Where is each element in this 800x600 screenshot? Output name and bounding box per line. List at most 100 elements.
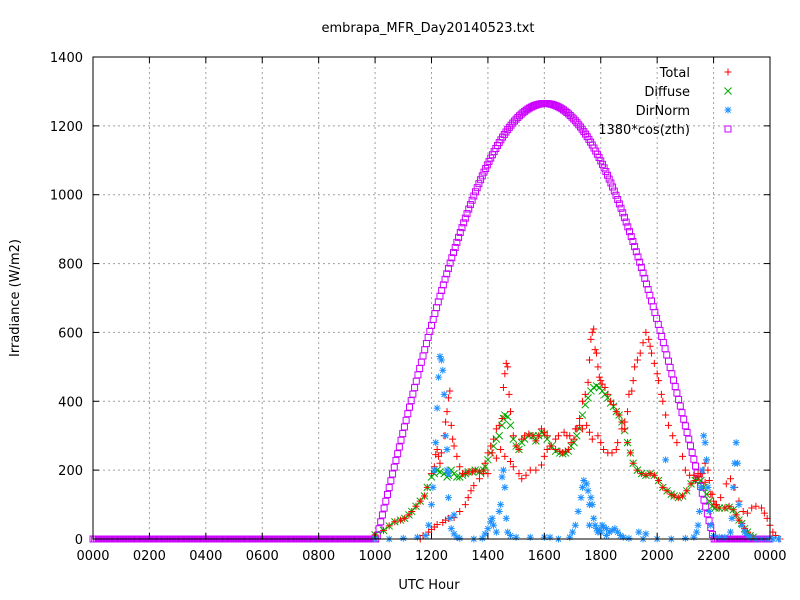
data-point [451,511,458,518]
data-point [501,484,508,491]
y-tick-label: 1000 [50,189,83,204]
y-tick-label: 800 [58,258,83,273]
x-tick-label: 1000 [359,549,392,564]
x-tick-label: 1600 [528,549,561,564]
x-tick-label: 0400 [189,549,222,564]
x-tick-label: 1800 [584,549,617,564]
data-point [456,535,463,542]
data-point [603,532,610,539]
data-point [702,439,709,446]
data-point [695,522,702,529]
data-point [697,484,704,491]
data-point [414,534,421,541]
data-point [546,534,553,541]
data-point [578,494,585,501]
x-tick-label: 0600 [246,549,279,564]
data-point [484,525,491,532]
chart: embrapa_MFR_Day20140523.txt 0000 0200 0400… [0,0,800,600]
data-point [493,529,500,536]
data-point [620,534,627,541]
data-point [700,432,707,439]
data-point [735,501,742,508]
data-point [662,456,669,463]
y-tick-label: 400 [58,395,83,410]
legend-label: 1380*cos(zth) [598,123,690,138]
data-point [400,535,407,542]
data-point [707,522,714,529]
data-point [445,470,452,477]
data-point [497,501,504,508]
data-point [513,534,520,541]
data-point [575,508,582,515]
y-tick-label: 200 [58,464,83,479]
data-point [642,530,649,537]
data-point [590,515,597,522]
data-point [489,515,496,522]
data-point [444,446,451,453]
data-point [441,391,448,398]
data-point [703,456,710,463]
x-tick-label: 1200 [415,549,448,564]
data-point [625,535,632,542]
data-point [428,501,435,508]
data-point [775,536,782,543]
y-tick-label: 1200 [50,120,83,135]
data-point [446,515,453,522]
legend-marker [725,107,732,114]
data-point [431,467,438,474]
data-point [585,487,592,494]
data-point [496,508,503,515]
x-axis-label: UTC Hour [398,578,460,593]
data-point [635,529,642,536]
data-point [728,515,735,522]
data-point [589,501,596,508]
x-tick-label: 0800 [302,549,335,564]
data-point [682,535,689,542]
data-point [425,522,432,529]
data-point [572,522,579,529]
legend-label: Diffuse [644,85,690,100]
y-tick-label: 0 [75,533,83,548]
data-point [733,439,740,446]
data-point [693,529,700,536]
data-point [429,484,436,491]
data-point [435,374,442,381]
data-point [445,494,452,501]
data-point [438,356,445,363]
x-tick-label: 2200 [697,549,730,564]
data-point [432,439,439,446]
legend-label: DirNorm [636,104,690,119]
data-point [704,484,711,491]
data-point [503,515,510,522]
data-point [434,405,441,412]
data-point [439,367,446,374]
data-point [706,508,713,515]
data-point [579,484,586,491]
x-tick-label: 2000 [641,549,674,564]
chart-title: embrapa_MFR_Day20140523.txt [321,21,534,36]
y-tick-label: 1400 [50,51,83,66]
data-point [490,522,497,529]
data-point [738,522,745,529]
data-point [721,534,728,541]
data-point [569,529,576,536]
y-axis-label: Irradiance (W/m2) [8,239,23,357]
data-point [583,480,590,487]
data-point [747,534,754,541]
legend-label: Total [659,66,690,81]
data-point [507,532,514,539]
data-point [442,432,449,439]
data-point [422,532,429,539]
data-point [696,508,703,515]
data-point [500,467,507,474]
x-tick-label: 0000 [76,549,109,564]
data-point [499,474,506,481]
data-point [727,529,734,536]
x-tick-label: 0000 [753,549,786,564]
data-point [586,522,593,529]
data-point [587,494,594,501]
data-point [730,484,737,491]
x-tick-label: 0200 [133,549,166,564]
data-point [527,534,534,541]
x-tick-label: 1400 [471,549,504,564]
